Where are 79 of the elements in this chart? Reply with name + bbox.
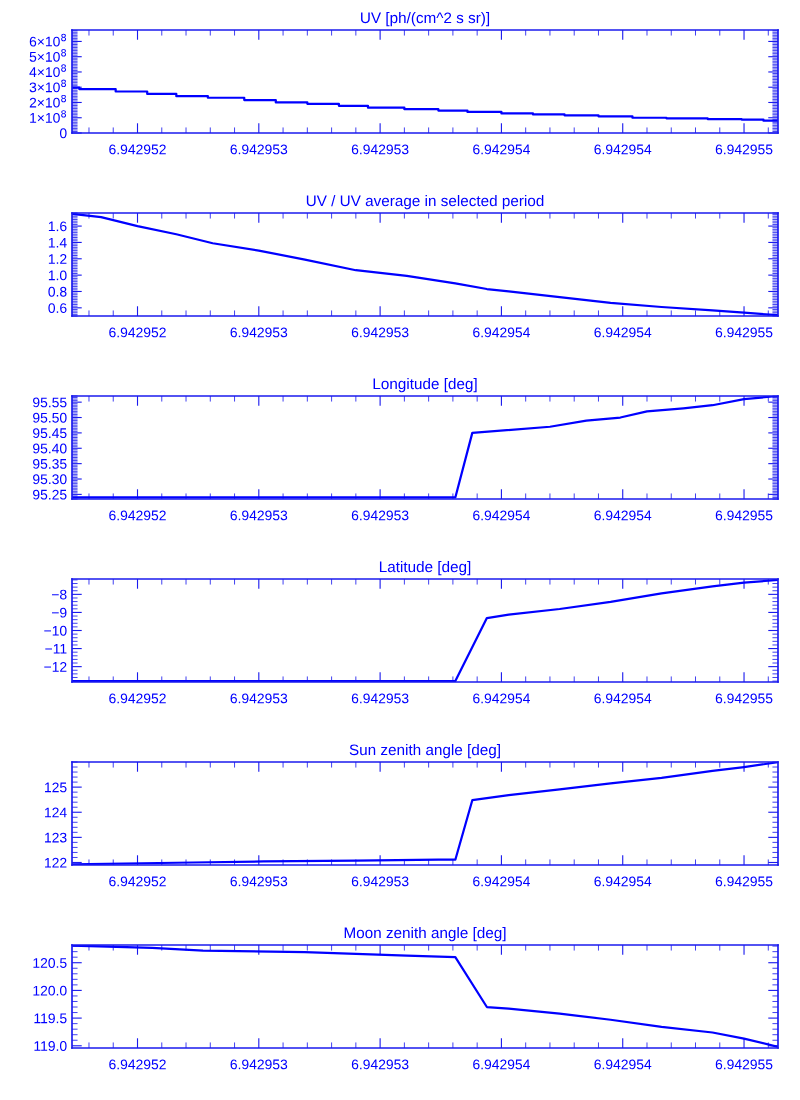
- x-tick-label: 6.942954: [473, 327, 530, 338]
- y-tick-label: 95.40: [33, 443, 67, 454]
- y-tick-label: −8: [51, 589, 67, 600]
- y-tick-label: 95.30: [33, 474, 67, 485]
- x-tick-label: 6.942953: [351, 693, 409, 704]
- x-tick-label: 6.942953: [230, 327, 288, 338]
- x-tick-label: 6.942952: [109, 327, 166, 338]
- chart-title: UV [ph/(cm^2 s sr)]: [361, 11, 490, 27]
- x-tick-label: 6.942954: [594, 144, 652, 155]
- x-tick-label: 6.942954: [473, 876, 530, 887]
- y-tick-label: 1.4: [48, 237, 67, 248]
- x-tick-label: 6.942954: [473, 144, 530, 155]
- y-tick-label: 3×10$^{8}$: [29, 79, 67, 93]
- y-tick-label: 1×10$^{8}$: [30, 110, 67, 123]
- y-tick-label: 5×10$^{8}$: [29, 49, 67, 62]
- x-tick-label: 6.942952: [109, 144, 166, 155]
- x-tick-label: 6.942954: [594, 510, 652, 521]
- x-tick-label: 6.942953: [230, 1059, 288, 1070]
- x-tick-label: 6.942954: [594, 1059, 652, 1070]
- x-tick-label: 6.942953: [351, 1059, 409, 1070]
- y-tick-label: −11: [45, 644, 67, 654]
- y-tick-label: 0: [59, 128, 67, 139]
- x-tick-label: 6.942954: [473, 510, 530, 521]
- x-tick-label: 6.942953: [351, 327, 409, 338]
- x-tick-label: 6.942953: [230, 144, 288, 155]
- y-tick-label: 0.6: [48, 303, 67, 313]
- x-tick-label: 6.942952: [109, 510, 166, 521]
- x-tick-label: 6.942955: [715, 144, 773, 155]
- y-tick-label: −12: [44, 661, 67, 672]
- x-tick-label: 6.942953: [230, 693, 288, 704]
- x-tick-label: 6.942952: [109, 876, 166, 887]
- x-tick-label: 6.942953: [351, 144, 409, 155]
- y-tick-label: 1.2: [48, 254, 67, 264]
- x-tick-label: 6.942953: [351, 876, 409, 887]
- y-tick-label: 119.5: [34, 1013, 67, 1024]
- line-series: [72, 945, 778, 1048]
- x-tick-label: 6.942955: [715, 510, 773, 521]
- x-tick-label: 6.942955: [715, 327, 773, 338]
- x-tick-label: 6.942954: [594, 327, 652, 338]
- y-tick-label: 1.6: [48, 221, 67, 232]
- y-tick-label: 122: [45, 857, 67, 868]
- chart-title: Sun zenith angle [deg]: [349, 743, 500, 759]
- y-tick-label: 125: [45, 782, 67, 793]
- y-tick-label: 123: [45, 832, 67, 843]
- x-tick-label: 6.942953: [351, 510, 409, 521]
- line-series: [72, 579, 778, 682]
- y-tick-label: 124: [45, 807, 67, 818]
- y-tick-label: 1.0: [48, 270, 67, 281]
- y-tick-label: 0.8: [48, 286, 67, 297]
- x-tick-label: 6.942953: [230, 876, 288, 887]
- x-tick-label: 6.942954: [594, 693, 652, 704]
- line-series: [72, 213, 778, 316]
- y-tick-label: −9: [51, 607, 67, 618]
- chart-title: Moon zenith angle [deg]: [344, 926, 506, 942]
- y-tick-label: 120.5: [33, 958, 67, 968]
- x-tick-label: 6.942955: [715, 1059, 773, 1070]
- y-tick-label: 95.55: [33, 397, 67, 408]
- y-tick-label: 95.45: [33, 428, 67, 439]
- chart-title: UV / UV average in selected period: [306, 194, 544, 210]
- chart-title: Longitude [deg]: [373, 377, 477, 393]
- x-tick-label: 6.942952: [109, 1059, 166, 1070]
- y-tick-label: 95.25: [33, 489, 67, 500]
- x-tick-label: 6.942955: [715, 876, 773, 887]
- line-series: [72, 762, 778, 865]
- x-tick-label: 6.942955: [715, 693, 773, 704]
- y-tick-label: 2×10$^{8}$: [29, 94, 67, 108]
- chart-title: Latitude [deg]: [379, 560, 471, 576]
- y-tick-label: 95.50: [33, 412, 67, 423]
- x-tick-label: 6.942952: [109, 693, 166, 704]
- y-tick-label: 6×10$^{8}$: [29, 33, 67, 47]
- x-tick-label: 6.942954: [473, 1059, 530, 1070]
- x-tick-label: 6.942953: [230, 510, 288, 521]
- y-tick-label: 4×10$^{8}$: [29, 64, 67, 78]
- y-tick-label: 119.0: [34, 1041, 67, 1051]
- x-tick-label: 6.942954: [473, 693, 530, 704]
- y-tick-label: 95.35: [33, 458, 67, 469]
- y-tick-label: 120.0: [33, 985, 67, 996]
- y-tick-label: −10: [44, 625, 67, 636]
- x-tick-label: 6.942954: [594, 876, 652, 887]
